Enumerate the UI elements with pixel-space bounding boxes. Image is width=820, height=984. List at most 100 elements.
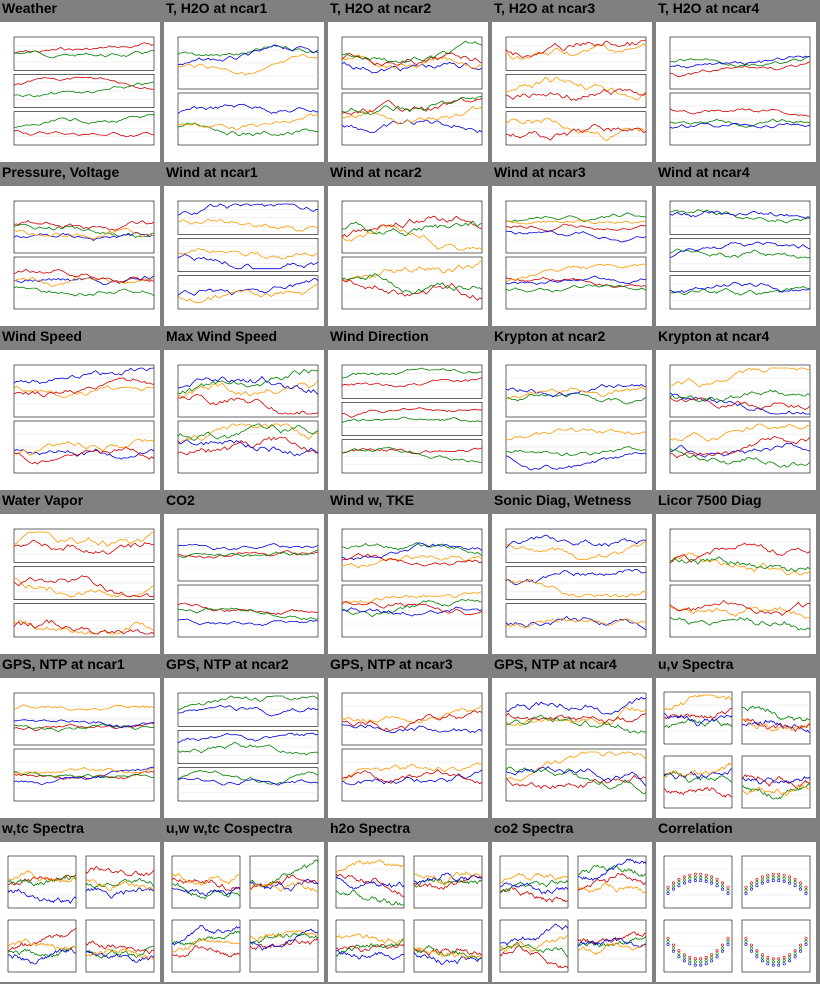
data-series xyxy=(14,81,155,98)
tile-title: co2 Spectra xyxy=(494,820,574,836)
spectrum-series xyxy=(578,864,647,877)
correlation-point xyxy=(782,956,786,960)
plot-thumbnail-t-h2o-at-ncar2[interactable] xyxy=(328,22,488,162)
plot-thumbnail-wind-at-ncar2[interactable] xyxy=(328,186,488,326)
plot-thumbnail-pressure-voltage[interactable] xyxy=(0,186,160,326)
spectrum-series xyxy=(499,879,569,894)
plot-thumbnail-water-vapor[interactable] xyxy=(0,514,160,654)
data-series xyxy=(177,602,319,615)
spectrum-series xyxy=(413,947,483,960)
tile-title: Wind at ncar3 xyxy=(494,164,586,180)
plot-thumbnail-wind-at-ncar3[interactable] xyxy=(492,186,652,326)
spectrum-series xyxy=(171,886,241,897)
plot-thumbnail-weather[interactable] xyxy=(0,22,160,162)
data-series xyxy=(177,247,319,260)
correlation-point xyxy=(677,877,681,881)
plot-thumbnail-wind-w-tke[interactable] xyxy=(328,514,488,654)
plot-thumbnail-h2o-spectra[interactable] xyxy=(328,842,488,982)
correlation-point xyxy=(782,876,786,880)
plot-thumbnail-max-wind-speed[interactable] xyxy=(164,350,324,490)
tile-co2: CO2 xyxy=(164,492,324,654)
data-series xyxy=(505,707,647,727)
plot-thumbnail-co2[interactable] xyxy=(164,514,324,654)
tile-u-w-w-tc-cospectra: u,w w,tc Cospectra xyxy=(164,820,324,982)
plot-thumbnail-gps-ntp-at-ncar3[interactable] xyxy=(328,678,488,818)
spectrum-series xyxy=(7,874,77,886)
correlation-point xyxy=(777,960,781,964)
spectrum-series xyxy=(335,933,405,945)
plot-thumbnail-u-v-spectra[interactable] xyxy=(656,678,816,818)
tile-title: Wind Speed xyxy=(2,328,82,344)
plot-thumbnail-wind-at-ncar1[interactable] xyxy=(164,186,324,326)
tile-t-h2o-at-ncar2: T, H2O at ncar2 xyxy=(328,0,488,162)
correlation-point xyxy=(755,949,759,953)
data-series xyxy=(505,230,647,243)
data-series xyxy=(341,105,483,125)
plot-thumbnail-sonic-diag-wetness[interactable] xyxy=(492,514,652,654)
correlation-point xyxy=(799,943,803,947)
correlation-point xyxy=(688,873,692,877)
data-series xyxy=(505,617,647,629)
correlation-point xyxy=(715,881,719,885)
tile-title: Water Vapor xyxy=(2,492,84,508)
correlation-point xyxy=(693,875,697,879)
data-series xyxy=(669,282,811,293)
tile-krypton-at-ncar4: Krypton at ncar4 xyxy=(656,328,816,490)
tile-wind-at-ncar2: Wind at ncar2 xyxy=(328,164,488,326)
correlation-point xyxy=(766,873,770,877)
tile-w-tc-spectra: w,tc Spectra xyxy=(0,820,160,982)
correlation-point xyxy=(682,959,686,963)
spectrum-series xyxy=(171,937,241,953)
data-series xyxy=(341,446,483,463)
data-series xyxy=(505,446,647,457)
spectrum-series xyxy=(414,871,483,887)
plot-thumbnail-gps-ntp-at-ncar1[interactable] xyxy=(0,678,160,818)
plot-thumbnail-wind-at-ncar4[interactable] xyxy=(656,186,816,326)
plot-thumbnail-t-h2o-at-ncar1[interactable] xyxy=(164,22,324,162)
data-series xyxy=(341,278,483,301)
spectrum-series xyxy=(499,923,569,946)
data-series xyxy=(341,705,483,724)
data-series xyxy=(177,380,319,399)
data-series xyxy=(505,615,647,631)
data-series xyxy=(669,118,811,128)
plot-thumbnail-licor-7500-diag[interactable] xyxy=(656,514,816,654)
plot-thumbnail-t-h2o-at-ncar4[interactable] xyxy=(656,22,816,162)
correlation-point xyxy=(793,884,797,888)
data-series xyxy=(177,103,318,114)
correlation-point xyxy=(771,963,775,967)
plot-thumbnail-co2-spectra[interactable] xyxy=(492,842,652,982)
plot-thumbnail-t-h2o-at-ncar3[interactable] xyxy=(492,22,652,162)
data-series xyxy=(505,751,647,782)
spectrum-series xyxy=(499,935,569,953)
spectrum-series xyxy=(499,872,569,884)
plot-thumbnail-correlation[interactable] xyxy=(656,842,816,982)
data-series xyxy=(177,44,319,57)
plot-thumbnail-gps-ntp-at-ncar4[interactable] xyxy=(492,678,652,818)
spectrum-series xyxy=(577,872,647,891)
correlation-point xyxy=(771,960,775,964)
tile-krypton-at-ncar2: Krypton at ncar2 xyxy=(492,328,652,490)
plot-thumbnail-w-tc-spectra[interactable] xyxy=(0,842,160,982)
correlation-point xyxy=(710,881,714,885)
plot-thumbnail-gps-ntp-at-ncar2[interactable] xyxy=(164,678,324,818)
data-series xyxy=(669,442,811,458)
plot-thumbnail-u-w-w-tc-cospectra[interactable] xyxy=(164,842,324,982)
correlation-point xyxy=(688,879,692,883)
plot-thumbnail-wind-speed[interactable] xyxy=(0,350,160,490)
correlation-point xyxy=(693,957,697,961)
spectrum-series xyxy=(663,770,733,783)
data-series xyxy=(341,601,483,616)
plot-thumbnail-krypton-at-ncar2[interactable] xyxy=(492,350,652,490)
data-series xyxy=(669,367,811,388)
data-series xyxy=(13,438,155,456)
correlation-point xyxy=(688,962,692,966)
correlation-point xyxy=(710,959,714,963)
plot-thumbnail-wind-direction[interactable] xyxy=(328,350,488,490)
plot-thumbnail-krypton-at-ncar4[interactable] xyxy=(656,350,816,490)
correlation-point xyxy=(804,942,808,946)
spectrum-series xyxy=(335,889,405,906)
plot-image xyxy=(663,691,811,809)
correlation-point xyxy=(710,956,714,960)
spectrum-series xyxy=(85,948,155,960)
